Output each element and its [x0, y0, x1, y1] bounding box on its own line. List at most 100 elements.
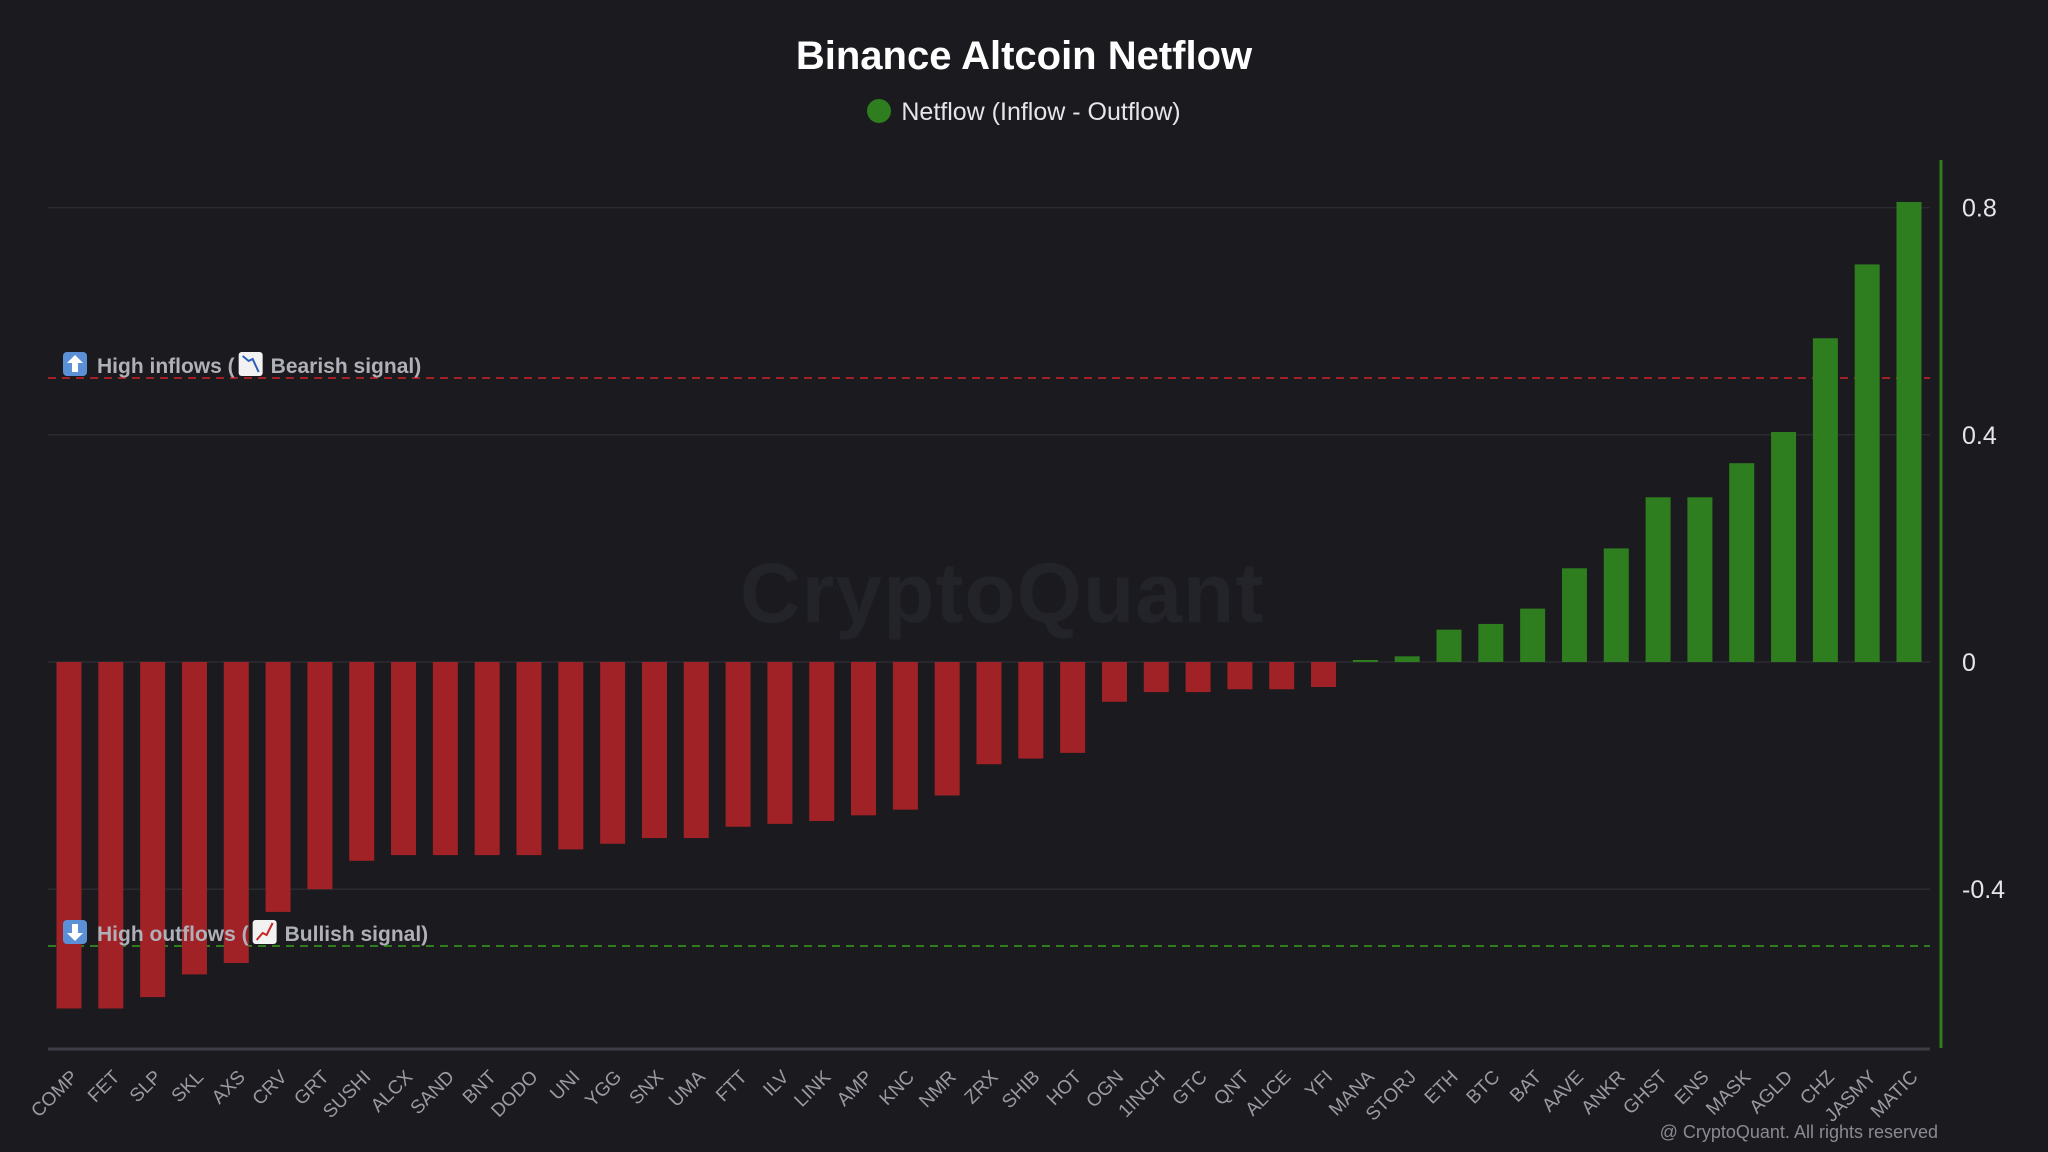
bar-jasmy — [1854, 264, 1880, 662]
bar-snx — [641, 662, 667, 839]
bar-ilv — [767, 662, 793, 824]
bar-mask — [1729, 463, 1755, 662]
x-tick-label: GTC — [1168, 1067, 1211, 1110]
x-tick-label: SUSHI — [319, 1067, 375, 1123]
bar-ygg — [600, 662, 626, 844]
x-tick-label: ETH — [1421, 1067, 1463, 1109]
threshold-annotation: High inflows ( Bearish signal) — [63, 352, 421, 378]
bar-crv — [265, 662, 291, 912]
x-tick-label: MATIC — [1867, 1067, 1923, 1123]
legend[interactable]: Netflow (Inflow - Outflow) — [0, 98, 2048, 127]
x-tick-label: CRV — [249, 1066, 292, 1109]
bar-link — [809, 662, 835, 822]
x-tick-label: AXS — [208, 1067, 250, 1109]
bar-sushi — [349, 662, 375, 861]
bar-mana — [1352, 660, 1378, 662]
watermark: CryptoQuant — [740, 546, 1265, 640]
bar-hot — [1060, 662, 1086, 753]
x-tick-label: LINK — [791, 1066, 836, 1111]
y-tick-label: 0.8 — [1962, 195, 1997, 223]
bar-matic — [1896, 201, 1922, 663]
bar-1inch — [1143, 662, 1169, 693]
bar-alice — [1269, 662, 1295, 690]
bar-ens — [1687, 497, 1713, 662]
bar-bnt — [474, 662, 500, 856]
bar-sand — [432, 662, 458, 856]
y-tick-label: 0 — [1962, 649, 1976, 677]
chart-decreasing-icon — [238, 352, 263, 376]
bar-qnt — [1227, 662, 1253, 690]
x-tick-label: ILV — [759, 1066, 793, 1100]
down-arrow-icon-glyph — [67, 924, 83, 941]
legend-label: Netflow (Inflow - Outflow) — [901, 98, 1181, 126]
bar-btc — [1478, 623, 1504, 662]
bar-ftt — [725, 662, 751, 827]
bar-gtc — [1185, 662, 1211, 693]
x-tick-label: FET — [84, 1066, 125, 1107]
bar-zrx — [976, 662, 1002, 765]
chart-increasing-icon-line — [255, 922, 274, 941]
bar-storj — [1394, 656, 1420, 662]
x-tick-label: SAND — [407, 1067, 459, 1119]
y-tick-label: -0.4 — [1962, 876, 2005, 904]
x-tick-label: ALICE — [1242, 1067, 1296, 1121]
bar-nmr — [934, 662, 960, 796]
x-tick-label: UNI — [546, 1067, 584, 1105]
bar-aave — [1561, 568, 1587, 662]
x-tick-label: SLP — [126, 1067, 166, 1107]
bar-skl — [181, 662, 207, 975]
bar-uma — [683, 662, 709, 839]
x-tick-label: ALCX — [367, 1066, 417, 1116]
bar-eth — [1436, 629, 1462, 662]
bar-chz — [1812, 338, 1838, 662]
x-tick-label: KNC — [876, 1067, 919, 1110]
x-tick-label: NMR — [915, 1067, 960, 1112]
bar-ankr — [1603, 548, 1629, 662]
x-tick-label: SKL — [168, 1067, 208, 1107]
up-arrow-icon-glyph — [67, 355, 83, 372]
x-tick-label: BTC — [1463, 1067, 1505, 1109]
bar-slp — [140, 662, 166, 998]
annotation-text: High outflows ( — [97, 923, 249, 946]
x-tick-label: COMP — [27, 1067, 82, 1122]
bar-dodo — [516, 662, 542, 856]
y-tick-label: 0.4 — [1962, 422, 1997, 450]
bar-knc — [892, 662, 918, 810]
bar-uni — [558, 662, 584, 850]
annotation-text: High inflows ( — [97, 355, 235, 378]
x-tick-label: 1INCH — [1115, 1067, 1170, 1122]
bar-axs — [223, 662, 249, 964]
annotation-text: Bearish signal) — [271, 355, 422, 378]
bar-grt — [307, 662, 333, 890]
x-tick-label: AMP — [833, 1067, 877, 1111]
x-tick-label: SHIB — [998, 1067, 1044, 1113]
bar-bat — [1520, 608, 1546, 662]
x-tick-label: ZRX — [961, 1066, 1003, 1108]
x-tick-label: SNX — [626, 1066, 669, 1109]
bar-alcx — [391, 662, 417, 856]
x-tick-label: YFI — [1301, 1067, 1337, 1103]
x-tick-label: DODO — [487, 1067, 542, 1122]
x-tick-label: GHST — [1619, 1066, 1671, 1118]
bar-yfi — [1311, 662, 1337, 687]
x-tick-label: YGG — [581, 1067, 626, 1112]
bar-ogn — [1101, 662, 1127, 702]
x-tick-label: MASK — [1702, 1066, 1755, 1119]
bar-comp — [56, 662, 82, 1009]
x-tick-label: ANKR — [1578, 1067, 1630, 1119]
x-tick-label: FTT — [712, 1066, 752, 1106]
chart-decreasing-icon-line — [242, 355, 260, 373]
bar-fet — [98, 662, 124, 1009]
bar-shib — [1018, 662, 1044, 759]
chart-title: Binance Altcoin Netflow — [795, 34, 1253, 78]
legend-swatch — [867, 99, 892, 123]
x-tick-label: AAVE — [1538, 1067, 1588, 1117]
bar-amp — [851, 662, 877, 816]
x-tick-label: AGLD — [1746, 1067, 1797, 1118]
copyright: @ CryptoQuant. All rights reserved — [1659, 1122, 1938, 1142]
threshold-annotation: High outflows ( Bullish signal) — [63, 920, 428, 946]
annotation-text: Bullish signal) — [285, 923, 429, 946]
x-tick-label: UMA — [665, 1066, 710, 1111]
x-tick-label: HOT — [1043, 1066, 1086, 1109]
